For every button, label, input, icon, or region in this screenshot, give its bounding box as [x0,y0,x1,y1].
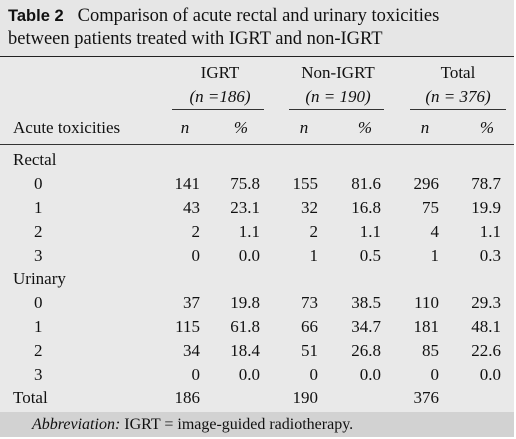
cell-non-igrt-pct: 34.7 [351,317,381,336]
cell-total-n: 181 [413,317,440,336]
cell-total-pct: 78.7 [471,174,501,193]
row-grade: 2 [34,222,43,241]
cell-total-pct: 0.3 [479,246,501,265]
cell-non-igrt-n: 66 [301,317,318,336]
row-grade: 3 [34,365,43,384]
cell-total-pct: 19.9 [471,198,501,217]
cell-igrt-pct: 0.0 [238,365,260,384]
cell-total-pct: 0.0 [479,365,501,384]
cell-igrt-pct: 19.8 [230,293,260,312]
row-grade: 2 [34,341,43,360]
table-label: Table 2 [8,7,64,25]
cell-igrt-pct: 75.8 [230,174,260,193]
section-title-rectal: Rectal [13,150,57,169]
col-header-non-igrt-pct: % [357,118,373,137]
group-n-total: (n = 376) [425,87,491,106]
group-header-non-igrt: Non-IGRT [301,63,375,82]
cell-total-n: 4 [430,222,440,241]
row-grade: 0 [34,174,43,193]
col-header-total-pct: % [479,118,495,137]
table-footer [0,412,514,437]
cell-igrt-n: 2 [191,222,201,241]
cell-igrt-n: 0 [191,246,201,265]
cell-total-n: 110 [414,293,439,312]
table-title-block: Table 2 Comparison of acute rectal and ur… [0,0,514,56]
cell-non-igrt-n: 155 [292,174,319,193]
col-header-igrt-pct: % [233,118,249,137]
cell-non-igrt-pct: 16.8 [351,198,381,217]
cell-non-igrt-pct: 0.5 [359,246,381,265]
row-grade: 1 [34,317,43,336]
table-title-line-1: Table 2 Comparison of acute rectal and ur… [8,6,439,27]
cell-igrt-n: 37 [183,293,200,312]
cell-igrt-pct: 18.4 [230,341,260,360]
footnote-text: IGRT = image-guided radiotherapy. [124,416,354,433]
cell-total-n: 1 [430,246,440,265]
cell-igrt-pct: 61.8 [230,317,260,336]
cell-non-igrt-pct: 81.6 [351,174,381,193]
cell-total-n: 85 [422,341,439,360]
table-caption-line-2: between patients treated with IGRT and n… [8,29,383,49]
group-header-total: Total [440,63,476,82]
group-rule-total [410,109,506,110]
cell-igrt-n: 115 [175,317,200,336]
group-rule-non-igrt [289,109,384,110]
cell-non-igrt-n: 0 [309,365,319,384]
cell-non-igrt-n: 32 [301,198,318,217]
group-n-igrt: (n =186) [189,87,251,106]
cell-non-igrt-pct: 26.8 [351,341,381,360]
footnote: Abbreviation: IGRT = image-guided radiot… [32,416,353,434]
cell-non-igrt-n: 1 [309,246,319,265]
total-all: 376 [413,388,440,407]
cell-igrt-pct: 1.1 [238,222,260,241]
cell-igrt-pct: 0.0 [238,246,260,265]
cell-non-igrt-n: 2 [309,222,319,241]
cell-igrt-n: 34 [183,341,200,360]
section-title-urinary: Urinary [13,269,66,288]
top-rule [0,56,514,57]
cell-total-n: 0 [430,365,440,384]
group-rule-igrt [172,109,264,110]
cell-total-n: 296 [413,174,440,193]
cell-non-igrt-pct: 1.1 [359,222,381,241]
row-header-label: Acute toxicities [13,118,121,137]
col-header-non-igrt-n: n [299,118,309,137]
row-grade: 3 [34,246,43,265]
footnote-term: Abbreviation: [32,416,121,433]
row-grade: 0 [34,293,43,312]
cell-igrt-n: 0 [191,365,201,384]
group-header-igrt: IGRT [200,63,240,82]
table-body [0,57,514,412]
col-header-igrt-n: n [180,118,190,137]
col-header-total-n: n [420,118,430,137]
total-non-igrt: 190 [292,388,319,407]
total-igrt: 186 [174,388,201,407]
row-grade: 1 [34,198,43,217]
cell-igrt-n: 141 [174,174,201,193]
total-row-label: Total [13,388,48,407]
cell-igrt-pct: 23.1 [230,198,260,217]
table-caption-line-1: Comparison of acute rectal and urinary t… [77,6,440,26]
group-n-non-igrt: (n = 190) [305,87,371,106]
cell-igrt-n: 43 [183,198,200,217]
header-rule [0,144,514,145]
cell-total-pct: 48.1 [471,317,501,336]
cell-non-igrt-pct: 0.0 [359,365,381,384]
cell-non-igrt-pct: 38.5 [351,293,381,312]
cell-total-pct: 29.3 [471,293,501,312]
cell-non-igrt-n: 73 [301,293,318,312]
cell-non-igrt-n: 51 [301,341,318,360]
cell-total-n: 75 [422,198,439,217]
cell-total-pct: 1.1 [479,222,501,241]
cell-total-pct: 22.6 [471,341,501,360]
